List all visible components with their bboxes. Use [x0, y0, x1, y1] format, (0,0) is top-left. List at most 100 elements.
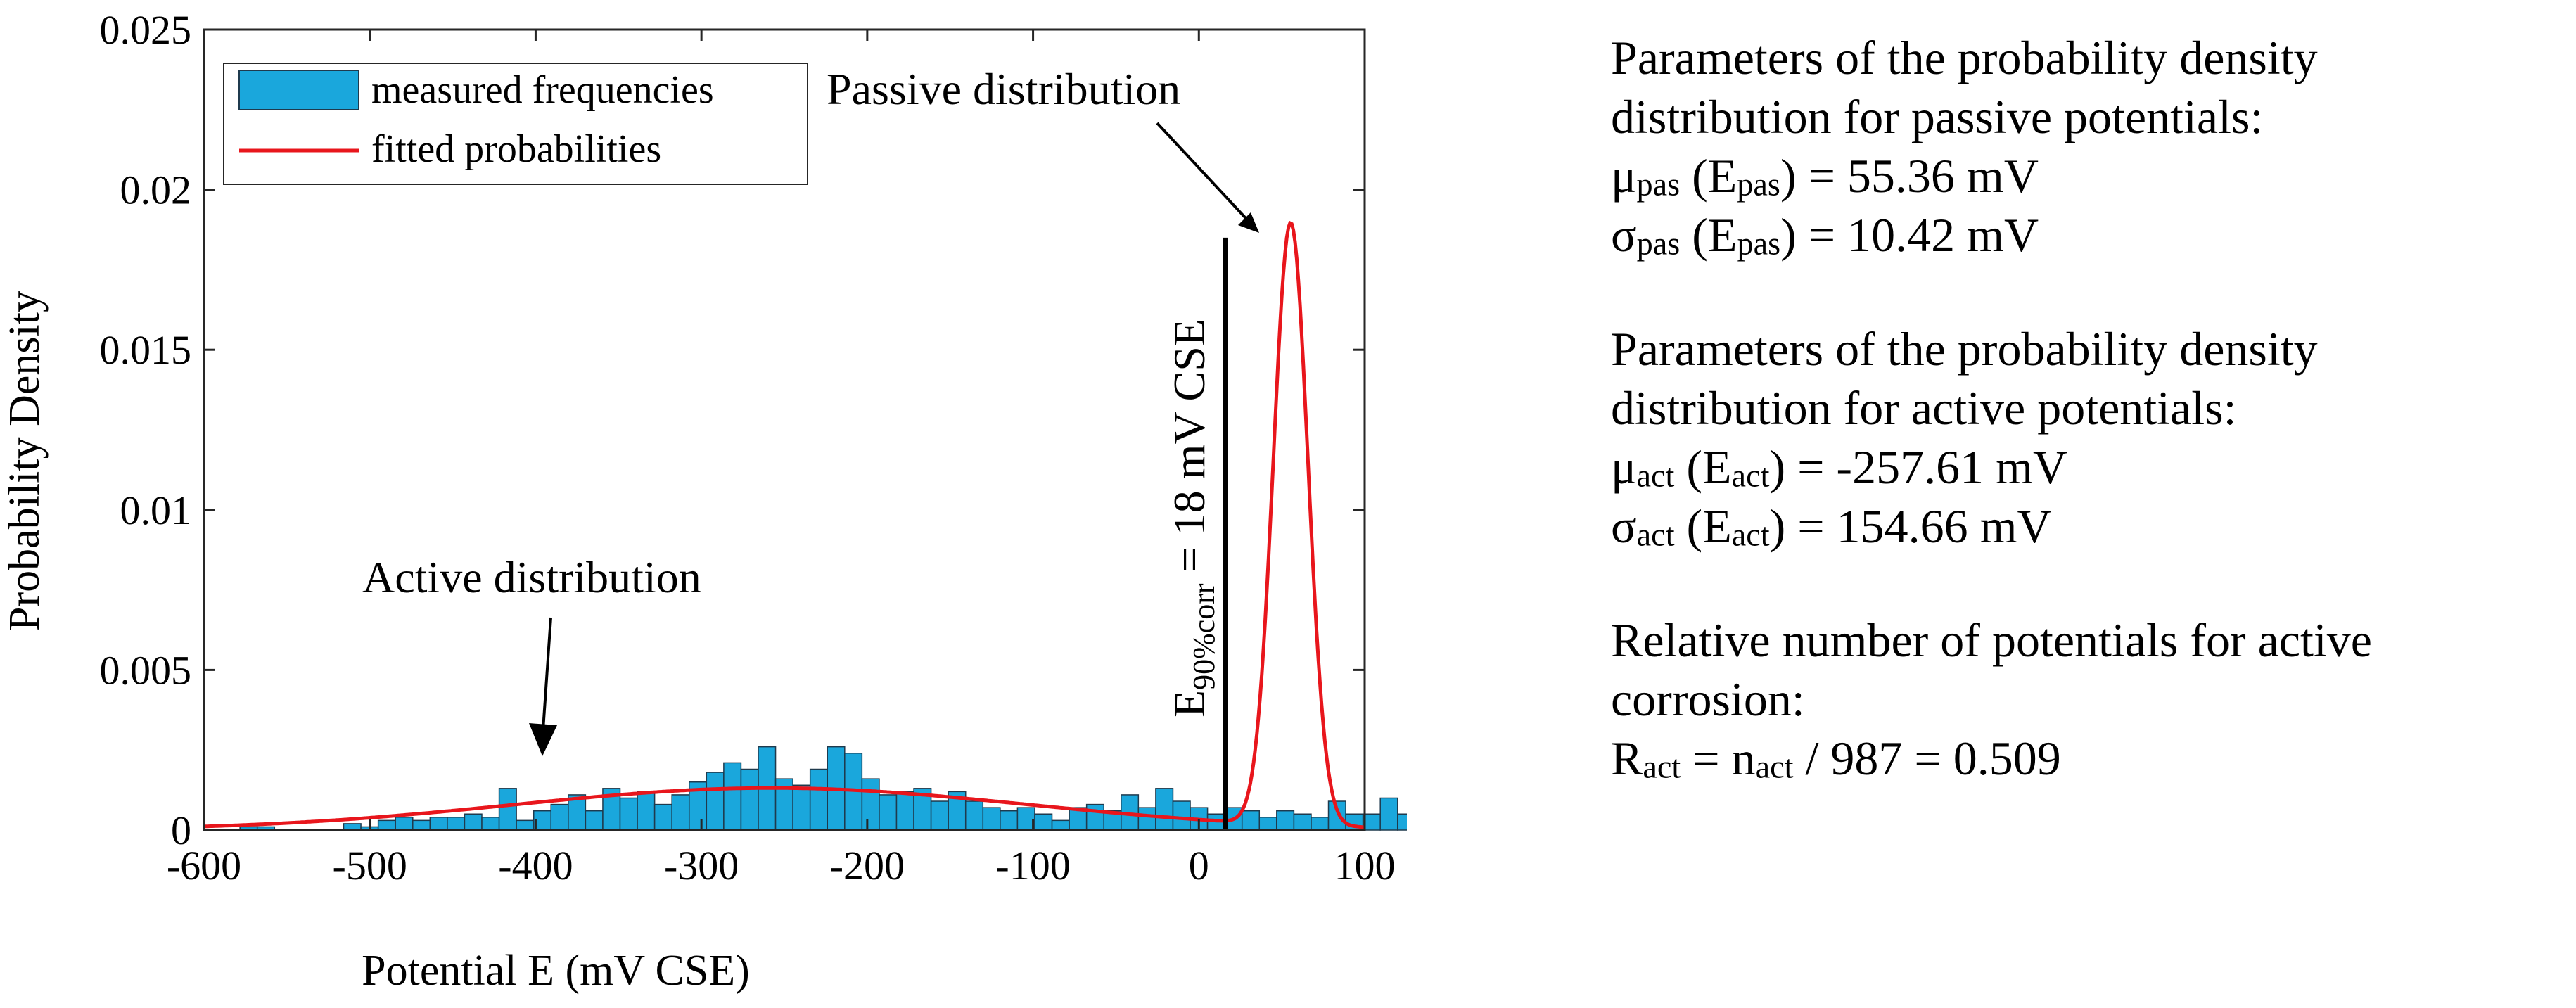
passive-sigma-value: ) = 10.42 mV [1780, 208, 2039, 262]
histogram-bar [395, 817, 414, 831]
active-mu-arg-sub: act [1731, 458, 1770, 495]
histogram-bar [464, 813, 483, 831]
histogram-bar [671, 794, 690, 831]
histogram-bar [964, 800, 984, 831]
histogram-bar [930, 800, 949, 831]
x-tick-label: -100 [995, 843, 1070, 888]
passive-sigma-sub: pas [1636, 226, 1681, 262]
active-mu-symbol: μ [1611, 440, 1637, 494]
passive-arrowhead [1238, 212, 1259, 233]
histogram-bar [1276, 810, 1295, 831]
histogram-bar [1051, 819, 1070, 831]
histogram-bar [585, 810, 604, 831]
histogram-bar [1172, 800, 1191, 831]
histogram-bar [1155, 788, 1174, 831]
y-tick-label: 0.01 [120, 487, 192, 533]
y-tick-label: 0.02 [120, 167, 192, 213]
histogram-bar [809, 768, 828, 831]
legend-label-fitted: fitted probabilities [371, 127, 661, 171]
active-mu: μact (Eact) = -257.61 mV [1611, 438, 2568, 497]
passive-sigma-open: (E [1680, 208, 1737, 262]
fitted-probabilities-curve [204, 220, 1365, 829]
y-tick-label: 0.015 [100, 327, 192, 373]
x-tick-label: 100 [1334, 843, 1396, 888]
histogram-bar [481, 817, 500, 831]
passive-mu: μpas (Epas) = 55.36 mV [1611, 146, 2568, 205]
histogram-bar [516, 819, 535, 831]
legend-label-measured: measured frequencies [371, 68, 714, 112]
ratio-r-symbol: R [1611, 732, 1643, 785]
threshold-label: E90%corr = 18 mV CSE [1164, 319, 1221, 717]
histogram-bar [1241, 810, 1261, 831]
histogram-bar [879, 794, 898, 831]
histogram-bar [1293, 813, 1312, 831]
y-tick-label: 0.025 [100, 7, 192, 53]
histogram-bar [653, 803, 672, 831]
active-sigma: σact (Eact) = 154.66 mV [1611, 497, 2568, 556]
ratio-value: / 987 = 0.509 [1793, 732, 2061, 785]
active-arrow [542, 617, 552, 731]
passive-sigma-arg-sub: pas [1737, 226, 1781, 262]
active-mu-value: ) = -257.61 mV [1769, 440, 2068, 494]
x-tick-label: -200 [830, 843, 905, 888]
histogram-bar [1034, 813, 1053, 831]
axes-frame [203, 28, 1366, 831]
histogram-bar [861, 778, 880, 831]
legend-swatch-measured [238, 70, 359, 110]
active-distribution-label: Active distribution [362, 552, 701, 602]
passive-mu-arg-sub: pas [1737, 167, 1780, 203]
passive-mu-symbol: μ [1611, 149, 1637, 203]
histogram-bar [447, 817, 466, 831]
threshold-label-main: E [1164, 690, 1214, 717]
histogram-bar [637, 791, 656, 831]
passive-mu-open: (E [1680, 149, 1737, 203]
parameters-panel: Parameters of the probability density di… [1611, 28, 2568, 843]
histogram-bar [550, 803, 569, 831]
histogram-bar [1379, 797, 1398, 831]
passive-arrow [1156, 122, 1255, 228]
ratio-parameters: Relative number of potentials for active… [1611, 611, 2568, 788]
probability-density-chart: -600 -500 -400 -300 -200 -100 0 100 00.0050.010… [1, 7, 1407, 995]
passive-distribution-label: Passive distribution [827, 64, 1180, 114]
passive-sigma-symbol: σ [1611, 208, 1637, 262]
threshold-label-sub: 90%corr [1187, 583, 1221, 690]
ratio-heading-2: corrosion: [1611, 672, 1805, 726]
histogram-bar [982, 807, 1001, 831]
histogram-bar [1311, 817, 1330, 831]
histogram-bar [792, 784, 811, 831]
passive-sigma: σpas (Epas) = 10.42 mV [1611, 205, 2568, 264]
histogram-bar [377, 819, 396, 831]
active-mu-open: (E [1674, 440, 1732, 494]
active-annotation: Active distribution [362, 552, 701, 756]
ratio-heading-1: Relative number of potentials for active [1611, 613, 2372, 667]
active-mu-sub: act [1636, 458, 1675, 495]
active-sigma-arg-sub: act [1731, 517, 1770, 554]
active-sigma-open: (E [1674, 499, 1732, 553]
y-tick-label: 0.005 [100, 647, 192, 693]
active-sigma-symbol: σ [1611, 499, 1637, 553]
x-tick-label: -500 [333, 843, 407, 888]
passive-mu-value: ) = 55.36 mV [1780, 149, 2039, 203]
histogram-bar [1397, 813, 1407, 831]
x-tick-label: -600 [167, 843, 241, 888]
active-parameters: Parameters of the probability density di… [1611, 319, 2568, 556]
histogram-bar [706, 772, 725, 831]
histogram-bar [1137, 807, 1156, 831]
ratio-mid: = n [1681, 732, 1756, 785]
threshold-label-rest: = 18 mV CSE [1164, 319, 1214, 583]
ratio-n-sub: act [1755, 749, 1794, 786]
histogram-bar [895, 791, 914, 831]
y-axis-label: Probability Density [1, 291, 49, 631]
active-heading-2: distribution for active potentials: [1611, 381, 2237, 435]
y-axis-ticks: 0 0.005 0.01 0.015 0.02 0.025 [100, 7, 1365, 853]
x-tick-label: -300 [664, 843, 739, 888]
histogram-bars [239, 746, 1407, 831]
passive-heading-1: Parameters of the probability density [1611, 31, 2318, 84]
passive-mu-sub: pas [1636, 167, 1681, 203]
active-heading-1: Parameters of the probability density [1611, 322, 2318, 376]
passive-annotation: Passive distribution [827, 64, 1259, 233]
histogram-bar [1000, 810, 1019, 831]
legend: measured frequencies fitted probabilitie… [223, 63, 808, 185]
histogram-bar [740, 768, 759, 831]
histogram-bar [412, 819, 431, 831]
